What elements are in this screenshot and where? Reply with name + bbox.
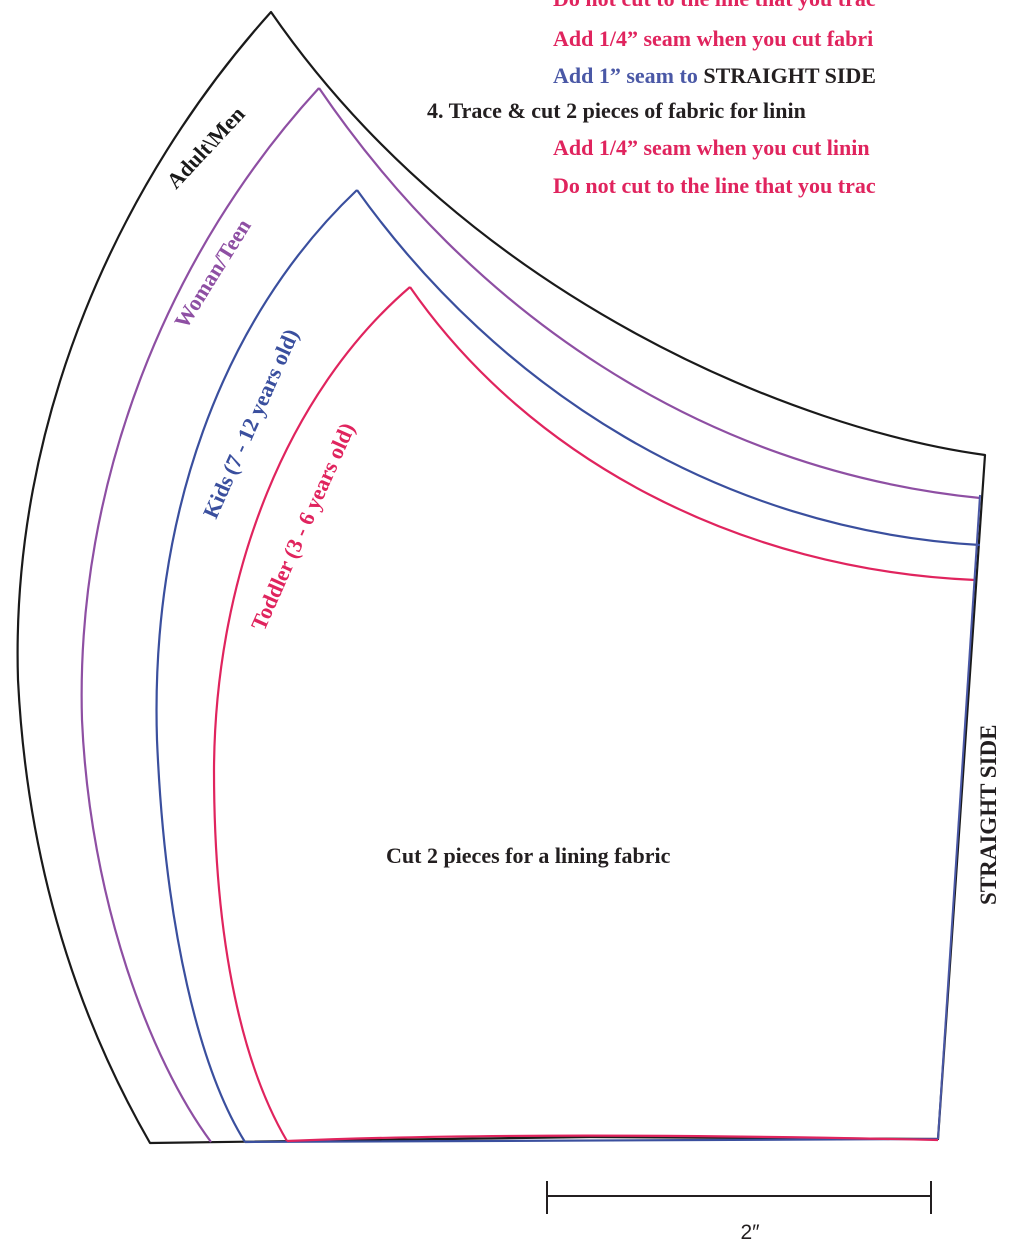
straight-side-edge <box>937 494 981 1140</box>
toddler-outline <box>212 286 976 1143</box>
center-label: Cut 2 pieces for a lining fabric <box>386 843 671 868</box>
label-toddler: Toddler (3 - 6 years old) <box>246 419 360 634</box>
instruction-line-1: Do not cut to the line that you trac <box>553 0 876 11</box>
label-kids-rest: (7 - 12 years old) <box>217 325 303 478</box>
instruction-line-4: 4. Trace & cut 2 pieces of fabric for li… <box>427 98 806 123</box>
adult-outline <box>16 10 987 1145</box>
instruction-line-3-dark: STRAIGHT SIDE <box>703 63 876 88</box>
label-kids: Kids(7 - 12 years old) <box>198 325 304 522</box>
instruction-line-2: Add 1/4” seam when you cut fabri <box>553 26 873 51</box>
kids-outline <box>155 189 981 1144</box>
label-adult: Adult\Men <box>161 101 249 193</box>
scale-bar: 2″ <box>546 1181 932 1244</box>
scale-label: 2″ <box>740 1221 760 1244</box>
instructions-block: Do not cut to the line that you trac Add… <box>427 0 876 198</box>
instruction-line-6: Do not cut to the line that you trac <box>553 173 876 198</box>
woman-outline <box>80 87 981 1143</box>
label-kids-bold: Kids <box>198 471 239 522</box>
size-labels: Adult\Men Woman/Teen Kids(7 - 12 years o… <box>161 101 359 634</box>
straight-side-label: STRAIGHT SIDE <box>976 725 1001 905</box>
instruction-line-3: Add 1” seam to STRAIGHT SIDE <box>553 63 876 88</box>
instruction-line-5: Add 1/4” seam when you cut linin <box>553 135 870 160</box>
instruction-line-3-blue: Add 1” seam to <box>553 63 703 88</box>
